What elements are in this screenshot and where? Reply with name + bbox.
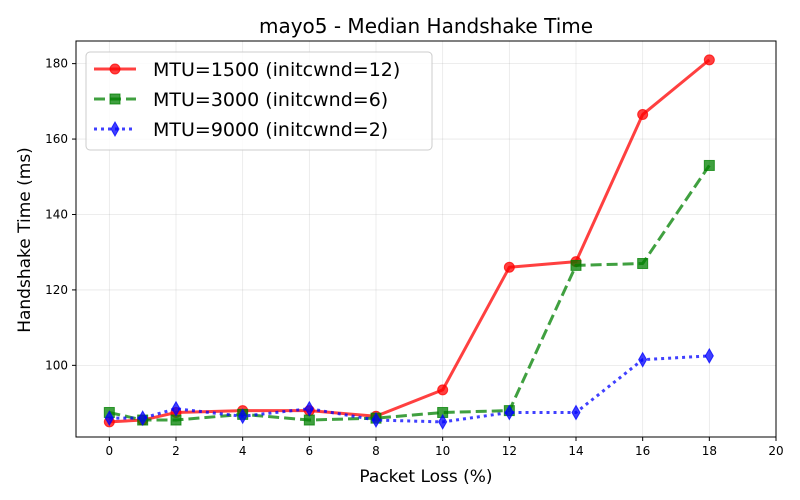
y-axis-label: Handshake Time (ms) <box>15 147 35 333</box>
legend-box <box>85 51 433 151</box>
data-point <box>104 410 114 427</box>
data-point <box>703 54 715 66</box>
data-point <box>571 404 581 421</box>
x-tick-label: 4 <box>239 444 247 458</box>
data-point <box>703 159 715 171</box>
series-2 <box>103 159 715 426</box>
x-tick-label: 8 <box>372 444 380 458</box>
legend-marker <box>109 63 121 75</box>
data-point <box>171 400 181 417</box>
data-point <box>238 408 248 425</box>
data-point <box>138 410 148 427</box>
data-point <box>704 347 714 364</box>
data-point <box>304 400 314 417</box>
data-point <box>637 109 649 121</box>
data-point <box>637 258 649 270</box>
x-tick-label: 20 <box>768 444 783 458</box>
legend-item: MTU=3000 (initcwnd=6) <box>94 89 388 111</box>
legend-label: MTU=3000 (initcwnd=6) <box>153 89 388 111</box>
legend-item: MTU=9000 (initcwnd=2) <box>94 119 388 141</box>
x-tick-label: 10 <box>435 444 450 458</box>
y-tick-label: 120 <box>45 283 68 297</box>
data-point <box>371 412 381 429</box>
data-point <box>570 259 582 271</box>
legend-label: MTU=9000 (initcwnd=2) <box>153 119 388 141</box>
data-point <box>437 384 449 396</box>
series-3 <box>104 347 714 430</box>
chart-title: mayo5 - Median Handshake Time <box>259 14 593 38</box>
x-tick-label: 6 <box>306 444 314 458</box>
legend-marker <box>109 93 121 105</box>
data-point <box>638 351 648 368</box>
y-tick-label: 160 <box>45 132 68 146</box>
series-layer <box>103 54 715 430</box>
legend-label: MTU=1500 (initcwnd=12) <box>153 59 400 81</box>
y-tick-label: 180 <box>45 57 68 71</box>
x-tick-label: 16 <box>635 444 650 458</box>
axes: 0 2 4 6 8 10 12 14 16 18 20 100 120 140 160 180 <box>45 40 784 458</box>
data-point <box>503 261 515 273</box>
x-axis-label: Packet Loss (%) <box>359 467 492 487</box>
data-point <box>438 413 448 430</box>
plot-frame <box>75 40 777 438</box>
legend: MTU=1500 (initcwnd=12) MTU=3000 (initcwnd… <box>85 51 433 151</box>
x-tick-label: 0 <box>106 444 114 458</box>
x-tick-label: 18 <box>702 444 717 458</box>
series-line <box>108 164 711 422</box>
y-tick-label: 100 <box>45 358 68 372</box>
x-tick-label: 14 <box>568 444 583 458</box>
series-line <box>109 354 710 424</box>
legend-item: MTU=1500 (initcwnd=12) <box>94 59 400 81</box>
y-tick-label: 140 <box>45 207 68 221</box>
x-tick-label: 12 <box>502 444 517 458</box>
x-tick-label: 2 <box>172 444 180 458</box>
legend-marker <box>110 120 120 138</box>
data-point <box>504 404 514 421</box>
